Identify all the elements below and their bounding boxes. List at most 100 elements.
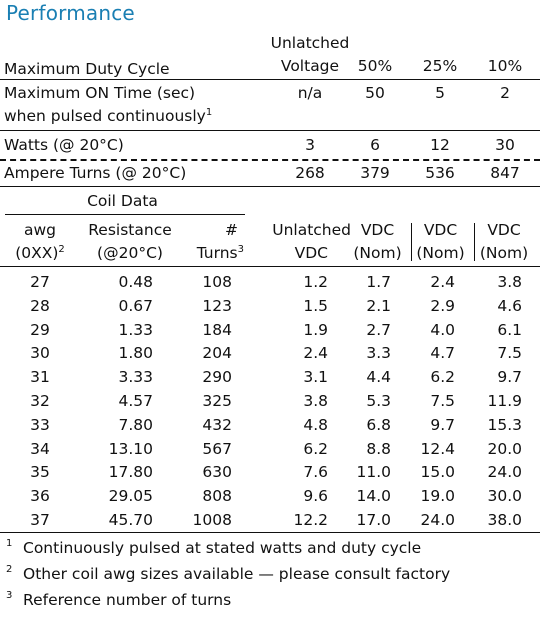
awg-cell: 35 xyxy=(30,463,50,482)
vdc-nom-cell: 20.0 xyxy=(487,439,522,458)
duty-10-head: 10% xyxy=(487,57,523,75)
unlatched-vdc-cell: 1.9 xyxy=(303,320,328,339)
vdc-nom-cell: 3.3 xyxy=(366,344,391,363)
unlatched-vdc-cell: 1.5 xyxy=(303,296,328,315)
max-on-value: 2 xyxy=(500,84,510,102)
unlatched-vdc-cell: 9.6 xyxy=(303,487,328,506)
turns-cell: 808 xyxy=(202,487,232,506)
awg-cell: 32 xyxy=(30,392,50,410)
unlatched-vdc-cell: 7.6 xyxy=(303,463,328,482)
footnote-number: 1 xyxy=(6,538,13,549)
vdc-nom-head: VDC xyxy=(423,221,458,239)
vdc-nom-cell: 11.9 xyxy=(487,392,522,410)
vdc-nom-cell: 1.7 xyxy=(366,273,391,291)
vdc-nom-cell: 14.0 xyxy=(356,487,391,506)
vdc-nom-cell: 2.7 xyxy=(366,320,391,339)
turns-cell: 123 xyxy=(202,296,232,315)
coil-data-title: Coil Data xyxy=(87,192,158,210)
vdc-nom-head-2: (Nom) xyxy=(416,244,465,262)
vdc-nom-head: VDC xyxy=(360,221,395,239)
watts-label: Watts (@ 20°C) xyxy=(4,136,124,154)
awg-cell: 37 xyxy=(30,511,50,529)
awg-cell: 29 xyxy=(30,320,50,339)
vdc-nom-cell: 6.1 xyxy=(497,320,522,339)
turns-cell: 567 xyxy=(202,439,232,458)
unlatched-vdc-cell: 12.2 xyxy=(293,511,328,529)
voltage-head: Voltage xyxy=(280,57,340,75)
vdc-nom-cell: 9.7 xyxy=(497,368,522,387)
max-on-time-label: Maximum ON Time (sec) xyxy=(4,84,196,102)
vdc-nom-head-2: (Nom) xyxy=(479,244,529,262)
vdc-nom-head: VDC xyxy=(487,221,521,239)
vdc-nom-cell: 4.0 xyxy=(430,320,455,339)
page-title: Performance xyxy=(6,1,135,25)
resistance-cell: 4.57 xyxy=(118,392,153,410)
vdc-nom-cell: 11.0 xyxy=(356,463,391,482)
vdc-nom-cell: 15.3 xyxy=(487,415,522,434)
vdc-nom-head-2: (Nom) xyxy=(353,244,402,262)
resistance-cell: 13.10 xyxy=(108,439,153,458)
ampere-turns-value: 268 xyxy=(295,164,325,182)
turns-cell: 325 xyxy=(202,392,232,410)
vdc-nom-cell: 17.0 xyxy=(356,511,391,529)
awg-cell: 28 xyxy=(30,296,50,315)
awg-cell: 34 xyxy=(30,439,50,458)
resistance-cell: 3.33 xyxy=(118,368,153,387)
awg-head-2: (0XX)2 xyxy=(15,243,65,262)
turns-cell: 1008 xyxy=(192,511,232,529)
footnote-text: Continuously pulsed at stated watts and … xyxy=(23,539,422,557)
vdc-nom-cell: 19.0 xyxy=(420,487,455,506)
unlatched-vdc-head-2: VDC xyxy=(294,244,328,262)
divider xyxy=(0,266,540,267)
resistance-cell: 1.33 xyxy=(118,320,153,339)
footnote-number: 3 xyxy=(6,590,13,601)
footnote-text: Reference number of turns xyxy=(23,591,232,609)
vdc-nom-cell: 24.0 xyxy=(487,463,522,482)
dashed-divider xyxy=(0,159,540,161)
column-divider xyxy=(411,223,412,261)
resistance-head: Resistance xyxy=(88,221,172,239)
vdc-nom-cell: 4.6 xyxy=(497,296,522,315)
vdc-nom-cell: 30.0 xyxy=(487,487,522,506)
resistance-cell: 17.80 xyxy=(108,463,153,482)
unlatched-vdc-cell: 3.1 xyxy=(303,368,328,387)
turns-cell: 108 xyxy=(202,273,232,291)
awg-head: awg xyxy=(23,221,56,239)
divider xyxy=(0,130,540,131)
awg-cell: 30 xyxy=(30,344,50,363)
max-on-value: n/a xyxy=(297,84,323,102)
divider xyxy=(0,532,540,533)
resistance-cell: 29.05 xyxy=(108,487,153,506)
vdc-nom-cell: 24.0 xyxy=(420,511,455,529)
awg-cell: 31 xyxy=(30,368,50,387)
unlatched-vdc-head: Unlatched xyxy=(272,221,351,239)
unlatched-vdc-cell: 6.2 xyxy=(303,439,328,458)
divider xyxy=(0,79,540,80)
unlatched-vdc-cell: 1.2 xyxy=(303,273,328,291)
watts-value: 30 xyxy=(495,136,515,154)
resistance-head-2: (@20°C) xyxy=(97,244,163,262)
vdc-nom-cell: 2.1 xyxy=(366,296,391,315)
turns-head-2: Turns3 xyxy=(196,243,244,262)
footnote-number: 2 xyxy=(6,564,13,575)
watts-value: 12 xyxy=(430,136,450,154)
resistance-cell: 0.48 xyxy=(118,273,153,291)
max-on-value: 50 xyxy=(365,84,385,102)
vdc-nom-cell: 7.5 xyxy=(430,392,455,410)
turns-head: # xyxy=(225,221,238,239)
vdc-nom-cell: 5.3 xyxy=(366,392,391,410)
vdc-nom-cell: 8.8 xyxy=(366,439,391,458)
unlatched-vdc-cell: 2.4 xyxy=(303,344,328,363)
vdc-nom-cell: 6.8 xyxy=(366,415,391,434)
resistance-cell: 1.80 xyxy=(118,344,153,363)
turns-cell: 290 xyxy=(202,368,232,387)
column-divider xyxy=(474,223,475,261)
ampere-turns-label: Ampere Turns (@ 20°C) xyxy=(4,164,187,182)
turns-cell: 184 xyxy=(202,320,232,339)
vdc-nom-cell: 12.4 xyxy=(420,439,455,458)
vdc-nom-cell: 2.9 xyxy=(430,296,455,315)
unlatched-head: Unlatched xyxy=(270,34,350,52)
turns-cell: 630 xyxy=(202,463,232,482)
vdc-nom-cell: 9.7 xyxy=(430,415,455,434)
duty-50-head: 50% xyxy=(357,57,393,75)
